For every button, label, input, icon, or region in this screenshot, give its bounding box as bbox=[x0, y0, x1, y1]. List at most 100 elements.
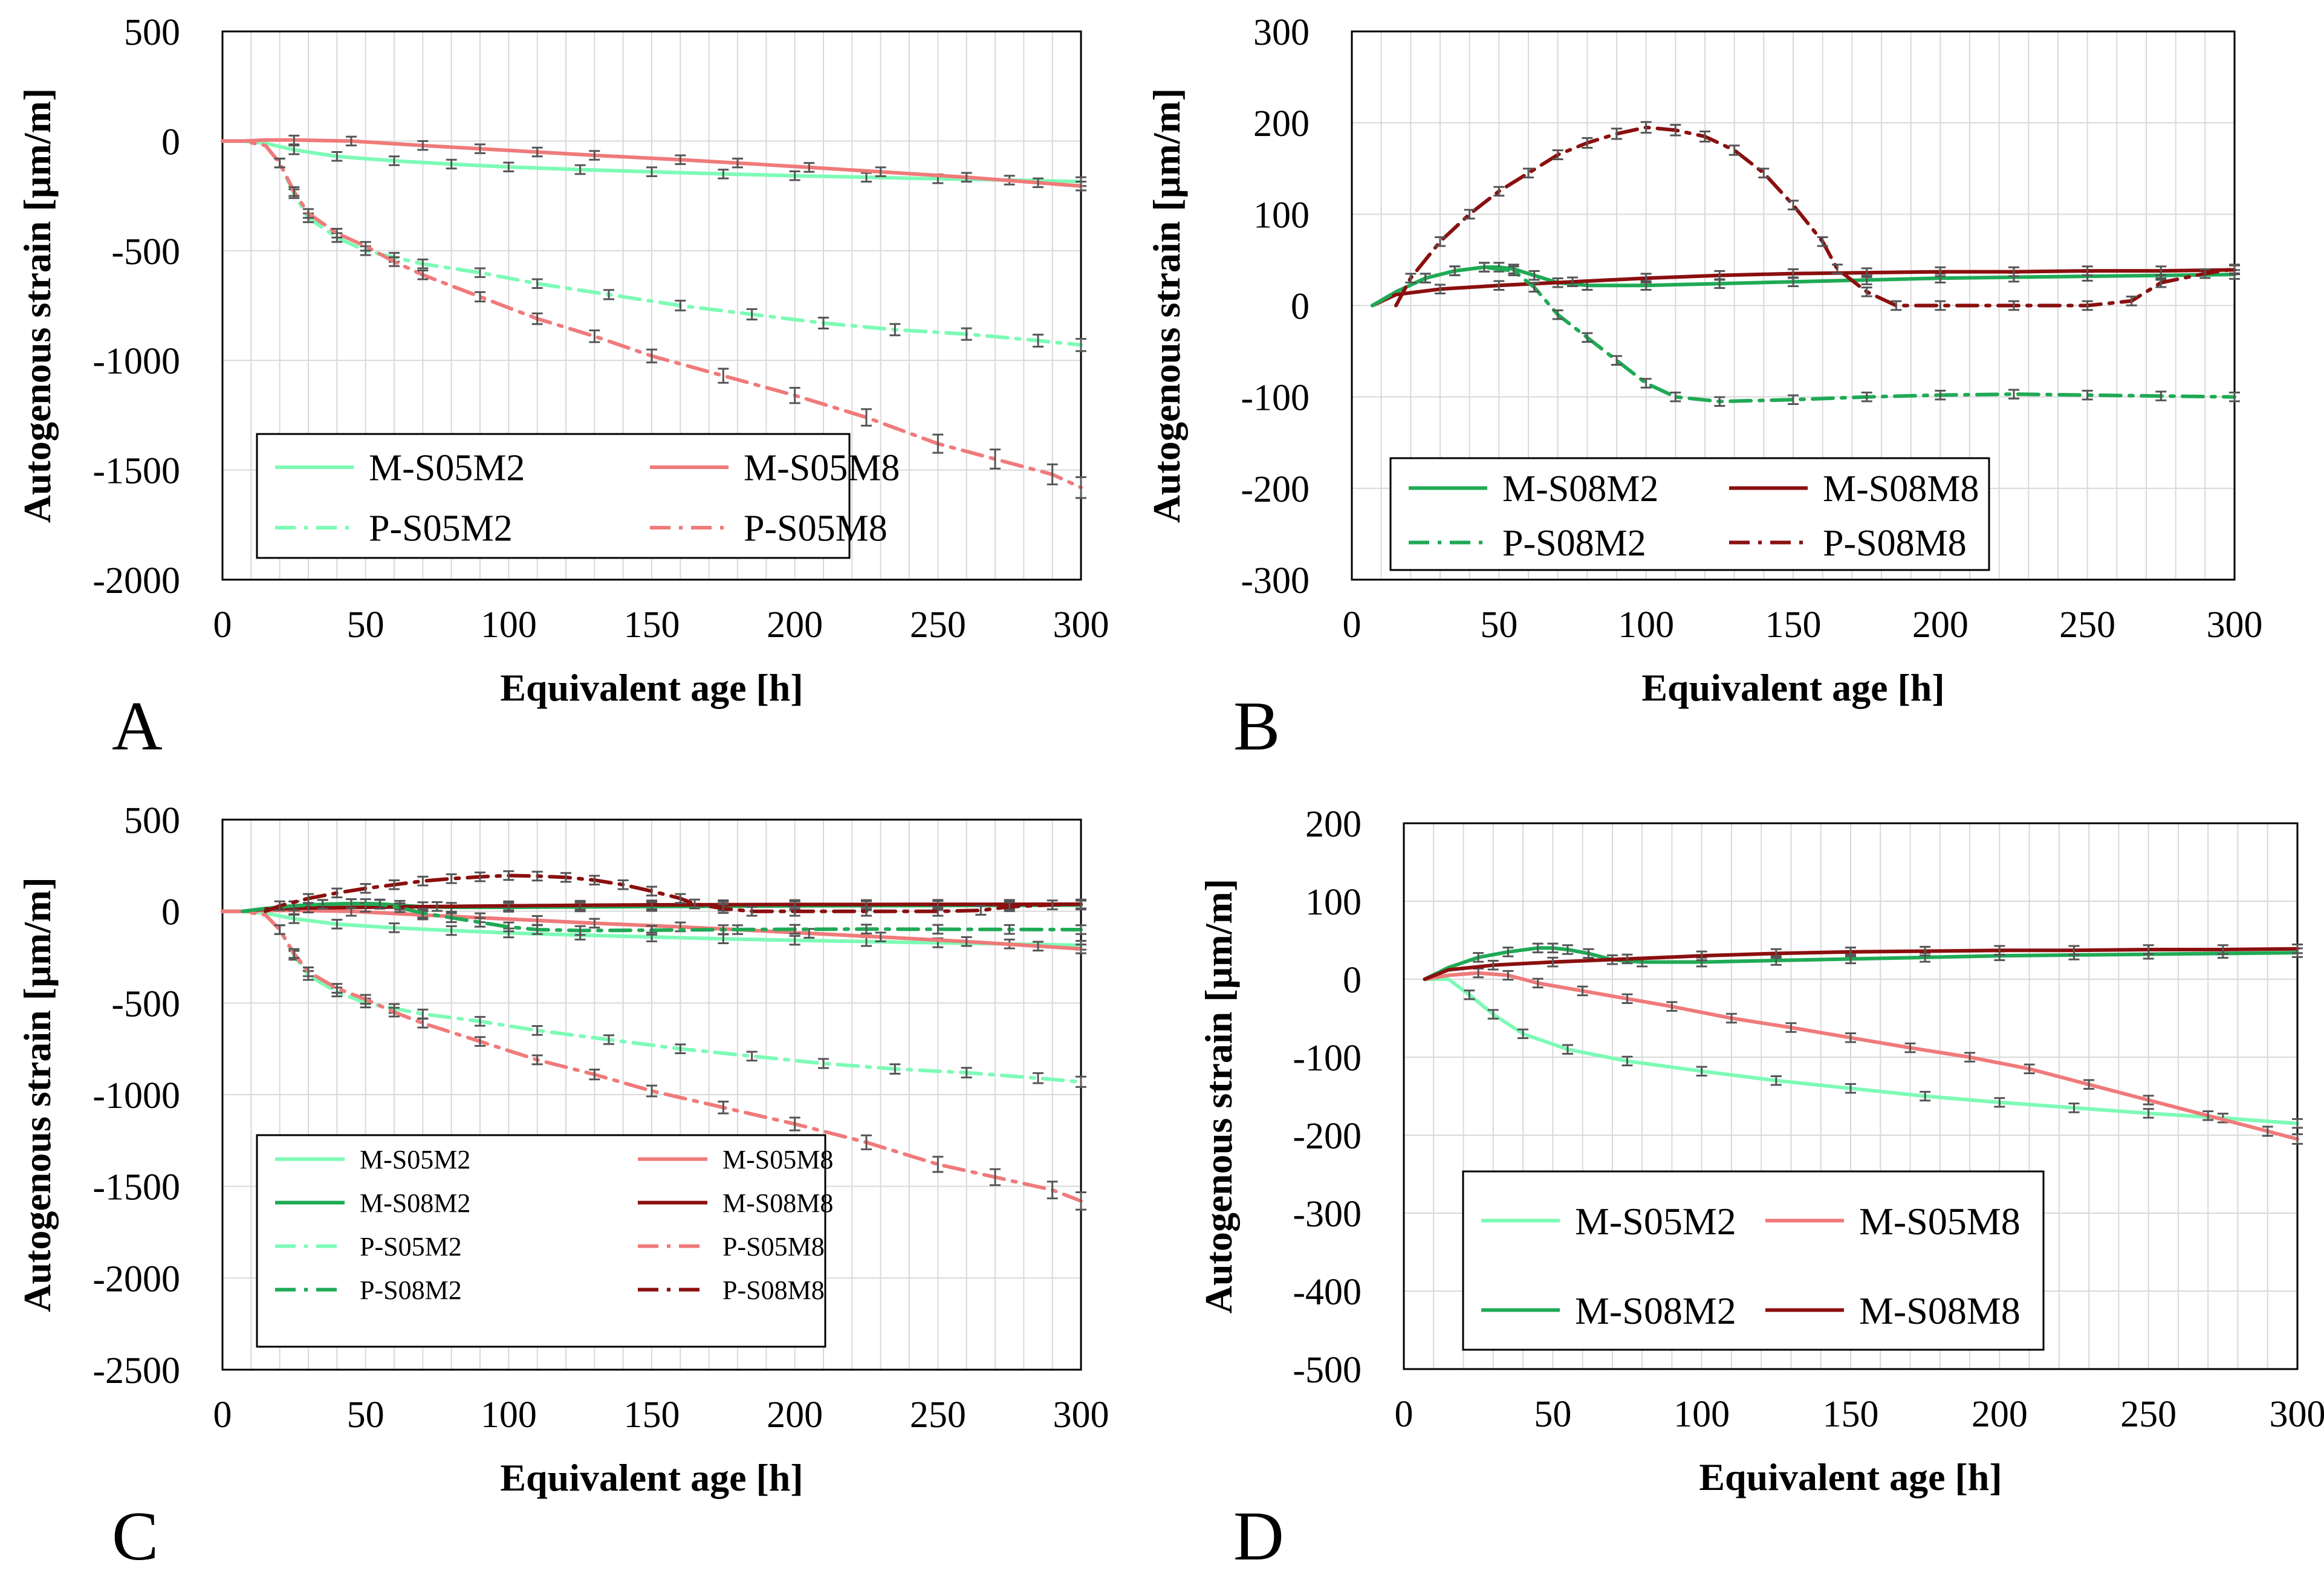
x-tick-label: 150 bbox=[1765, 604, 1822, 646]
series-line-p-s08m2 bbox=[1372, 267, 2235, 401]
x-tick-label: 0 bbox=[1395, 1394, 1414, 1435]
x-tick-label: 300 bbox=[2270, 1394, 2324, 1435]
x-tick-label: 300 bbox=[2207, 604, 2263, 646]
y-axis-label: Autogenous strain [µm/m] bbox=[16, 88, 59, 523]
y-tick-label: -1000 bbox=[93, 1075, 180, 1116]
x-tick-label: 250 bbox=[2059, 604, 2115, 646]
x-tick-label: 0 bbox=[213, 604, 232, 646]
chart-panel-a: 0 50 100 150 200 250 300 500 0 -500 -1000 -1500 -200… bbox=[16, 12, 1109, 765]
x-tick-label: 50 bbox=[347, 604, 385, 646]
chart-panel-b: 0 50 100 150 200 250 300 300 200 100 0 -100 -200 -300… bbox=[1145, 12, 2263, 765]
x-axis-label: Equivalent age [h] bbox=[1699, 1456, 2002, 1498]
legend-label: M-S08M2 bbox=[1575, 1289, 1736, 1332]
x-tick-label: 0 bbox=[213, 1394, 232, 1436]
legend-label: M-S05M2 bbox=[369, 448, 525, 489]
chart-panel-d: 0 50 100 150 200 250 300 200 100 0 -100 -200 -300 -40… bbox=[1197, 804, 2324, 1574]
x-tick-label: 50 bbox=[1534, 1394, 1571, 1435]
y-tick-label: -500 bbox=[111, 983, 180, 1025]
legend: M-S05M2 M-S05M8 M-S08M2 M-S08M8 P-S05M2 P-S05… bbox=[257, 1135, 833, 1347]
x-tick-label: 250 bbox=[910, 604, 966, 646]
x-tick-label: 100 bbox=[1618, 604, 1674, 646]
x-tick-label: 150 bbox=[1823, 1394, 1879, 1435]
x-tick-label: 0 bbox=[1343, 604, 1362, 646]
panel-letter: D bbox=[1233, 1498, 1284, 1574]
panel-letter: C bbox=[112, 1498, 158, 1574]
legend-label: M-S08M2 bbox=[360, 1188, 470, 1218]
legend-label: M-S05M2 bbox=[1575, 1200, 1736, 1243]
legend-label: M-S08M8 bbox=[1859, 1289, 2021, 1332]
x-axis-label: Equivalent age [h] bbox=[1641, 666, 1944, 709]
y-tick-label: 500 bbox=[124, 12, 180, 53]
series-line-p-s08m8 bbox=[1396, 128, 2235, 306]
y-tick-label: -300 bbox=[1293, 1194, 1362, 1235]
y-tick-label: 0 bbox=[1343, 960, 1362, 1001]
legend-label: P-S05M2 bbox=[360, 1232, 462, 1261]
x-tick-label: 200 bbox=[1912, 604, 1969, 646]
legend-label: P-S08M8 bbox=[722, 1275, 825, 1305]
x-tick-label: 200 bbox=[767, 604, 823, 646]
y-tick-label: -2500 bbox=[93, 1350, 180, 1391]
y-tick-label: -1000 bbox=[93, 341, 180, 382]
x-tick-label: 100 bbox=[481, 1394, 537, 1436]
legend: M-S05M2 M-S05M8 M-S08M2 M-S08M8 bbox=[1463, 1171, 2043, 1350]
legend-label: M-S08M2 bbox=[1502, 468, 1658, 510]
legend-label: P-S05M8 bbox=[744, 508, 888, 549]
x-axis-label: Equivalent age [h] bbox=[500, 1456, 803, 1499]
legend-label: M-S05M8 bbox=[1859, 1200, 2021, 1243]
y-tick-label: -2000 bbox=[93, 560, 180, 601]
y-tick-label: 300 bbox=[1253, 12, 1310, 53]
panel-letter: A bbox=[112, 688, 163, 765]
y-tick-label: 100 bbox=[1305, 882, 1362, 923]
x-tick-label: 100 bbox=[1673, 1394, 1730, 1435]
y-tick-label: -200 bbox=[1241, 469, 1310, 510]
x-tick-label: 50 bbox=[1480, 604, 1517, 646]
y-tick-label: 100 bbox=[1253, 195, 1310, 236]
x-tick-label: 200 bbox=[1972, 1394, 2028, 1435]
legend-label: P-S08M2 bbox=[1502, 523, 1646, 564]
series-line-m-s05m2 bbox=[1425, 979, 2298, 1124]
x-tick-label: 300 bbox=[1053, 604, 1109, 646]
y-axis-label: Autogenous strain [µm/m] bbox=[16, 877, 59, 1312]
legend-label: M-S08M8 bbox=[722, 1188, 833, 1218]
legend-label: M-S05M2 bbox=[360, 1145, 470, 1174]
y-tick-label: -2000 bbox=[93, 1258, 180, 1300]
y-tick-label: -200 bbox=[1293, 1116, 1362, 1157]
y-tick-label: 0 bbox=[161, 892, 180, 933]
legend-label: P-S08M2 bbox=[360, 1275, 462, 1305]
legend-label: P-S05M8 bbox=[722, 1232, 825, 1261]
x-tick-label: 50 bbox=[347, 1394, 385, 1436]
x-tick-label: 150 bbox=[624, 604, 680, 646]
legend: M-S05M2 M-S05M8 P-S05M2 P-S05M8 bbox=[257, 434, 900, 558]
y-axis-label: Autogenous strain [µm/m] bbox=[1197, 879, 1240, 1314]
chart-panel-c: 0 50 100 150 200 250 300 500 0 -500 -1000 -1500 -200… bbox=[16, 800, 1109, 1574]
y-tick-label: -1500 bbox=[93, 451, 180, 492]
y-tick-label: 200 bbox=[1253, 103, 1310, 144]
y-tick-label: -500 bbox=[1293, 1350, 1362, 1391]
x-tick-label: 250 bbox=[910, 1394, 966, 1436]
legend-label: P-S05M2 bbox=[369, 508, 513, 549]
y-tick-label: 500 bbox=[124, 800, 180, 841]
x-tick-label: 100 bbox=[481, 604, 537, 646]
x-tick-label: 250 bbox=[2120, 1394, 2176, 1435]
y-tick-label: -1500 bbox=[93, 1167, 180, 1208]
y-axis-label: Autogenous strain [µm/m] bbox=[1145, 88, 1188, 523]
panel-letter: B bbox=[1233, 688, 1280, 765]
x-axis-label: Equivalent age [h] bbox=[500, 666, 803, 709]
y-tick-label: -100 bbox=[1293, 1038, 1362, 1079]
y-tick-label: -100 bbox=[1241, 378, 1310, 419]
y-tick-label: 0 bbox=[161, 121, 180, 163]
x-tick-label: 300 bbox=[1053, 1394, 1109, 1436]
y-tick-label: -300 bbox=[1241, 560, 1310, 601]
legend-label: M-S08M8 bbox=[1823, 468, 1979, 510]
y-tick-label: -500 bbox=[111, 232, 180, 273]
legend-label: P-S08M8 bbox=[1823, 523, 1967, 564]
y-tick-label: 0 bbox=[1291, 287, 1310, 328]
y-tick-label: -400 bbox=[1293, 1272, 1362, 1313]
legend-label: M-S05M8 bbox=[744, 448, 900, 489]
x-tick-label: 150 bbox=[624, 1394, 680, 1436]
x-tick-label: 200 bbox=[767, 1394, 823, 1436]
legend-label: M-S05M8 bbox=[722, 1145, 833, 1174]
y-tick-label: 200 bbox=[1305, 804, 1362, 845]
